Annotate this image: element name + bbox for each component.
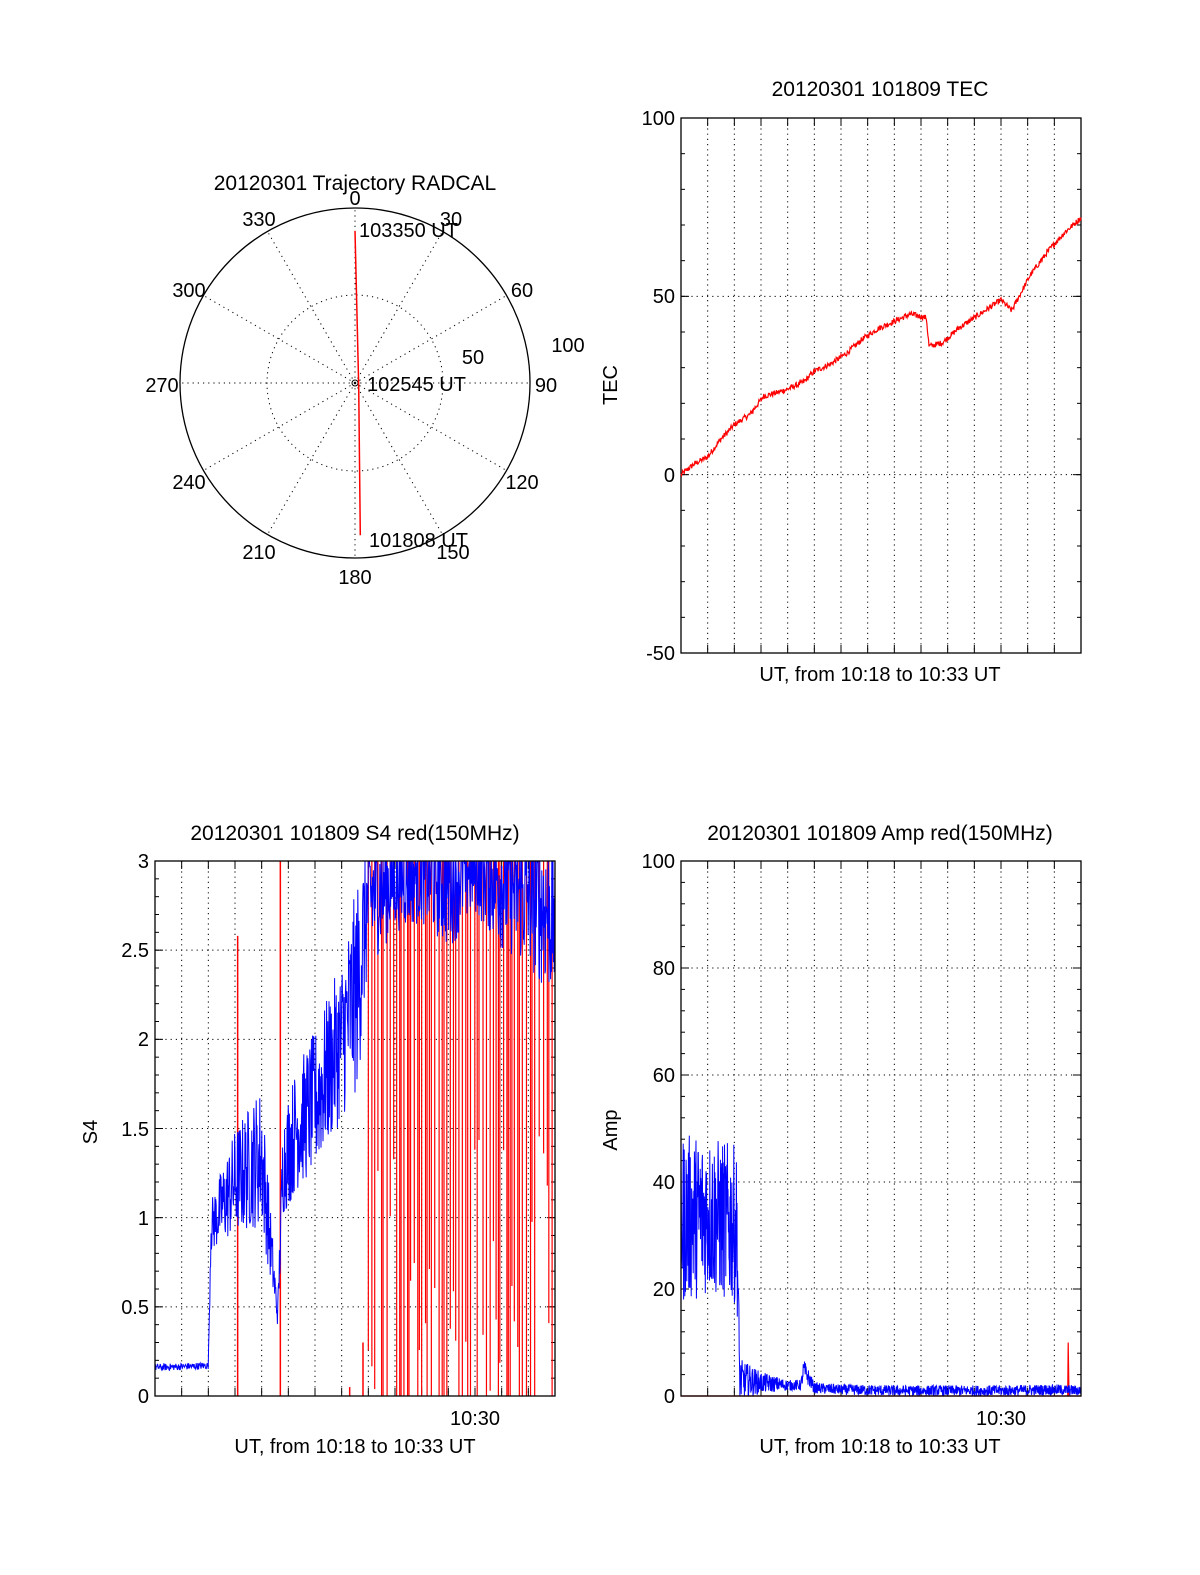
angle-label-120: 120 (505, 472, 538, 494)
amp-ytick-20: 20 (653, 1279, 675, 1301)
angle-label-240: 240 (172, 472, 205, 494)
tec-ylabel: TEC (600, 365, 622, 405)
amp-ytick-40: 40 (653, 1172, 675, 1194)
s4-ytick-0: 0 (138, 1386, 149, 1408)
polar-spoke (354, 231, 443, 384)
polar-spoke (354, 295, 507, 384)
s4-red-series (236, 861, 553, 1396)
radial-label-50: 50 (462, 347, 484, 369)
angle-label-180: 180 (338, 567, 371, 589)
tec-grid (681, 117, 1081, 654)
polar-spoke (267, 382, 356, 535)
polar-spoke (354, 382, 443, 535)
angle-label-330: 330 (242, 209, 275, 231)
tec-ytick-100: 100 (642, 108, 675, 130)
angle-label-270: 270 (145, 375, 178, 397)
s4-ytick-1: 1 (138, 1208, 149, 1230)
amp-ytick-0: 0 (664, 1386, 675, 1408)
s4-ylabel: S4 (80, 1120, 102, 1144)
amp-ytick-60: 60 (653, 1065, 675, 1087)
angle-label-90: 90 (535, 375, 557, 397)
angle-label-150: 150 (436, 542, 469, 564)
tec-ytick-neg50: -50 (646, 643, 675, 665)
polar-spoke (267, 231, 356, 384)
annotation-end-time: 103350 UT (359, 220, 458, 242)
angle-label-210: 210 (242, 542, 275, 564)
amp-chart: 20120301 101809 Amp red(150MHz) 100 80 6… (600, 822, 1082, 1458)
s4-xtick-1030: 10:30 (450, 1408, 500, 1430)
angle-label-60: 60 (511, 280, 533, 302)
angle-label-300: 300 (172, 280, 205, 302)
tec-chart: 20120301 101809 TEC 100 50 0 -50 TEC UT,… (600, 78, 1082, 686)
polar-mid-circle (266, 294, 444, 472)
polar-spoke (203, 295, 356, 384)
angle-label-0: 0 (349, 188, 360, 210)
s4-ytick-2: 2 (138, 1029, 149, 1051)
tec-xlabel: UT, from 10:18 to 10:33 UT (759, 664, 1000, 686)
s4-title: 20120301 101809 S4 red(150MHz) (190, 822, 519, 845)
trajectory-chart: 20120301 Trajectory RADCAL 0 30 60 90 12… (145, 172, 584, 589)
amp-xlabel: UT, from 10:18 to 10:33 UT (759, 1436, 1000, 1458)
polar-spoke (203, 382, 356, 471)
tec-ytick-0: 0 (664, 465, 675, 487)
amp-ylabel: Amp (600, 1109, 622, 1150)
tec-frame (680, 117, 1082, 654)
s4-xlabel: UT, from 10:18 to 10:33 UT (234, 1436, 475, 1458)
radial-label-100: 100 (551, 335, 584, 357)
tec-ytick-50: 50 (653, 286, 675, 308)
amp-frame (680, 860, 1082, 1397)
amp-ytick-80: 80 (653, 958, 675, 980)
amp-blue-series-line (680, 1135, 1082, 1398)
amp-grid (681, 860, 1081, 1397)
trajectory-title: 20120301 Trajectory RADCAL (214, 172, 497, 195)
angle-label-30: 30 (440, 209, 462, 231)
s4-ytick-1-5: 1.5 (121, 1119, 149, 1141)
annotation-start-time: 101808 UT (369, 530, 468, 552)
s4-ytick-0-5: 0.5 (121, 1297, 149, 1319)
s4-frame (154, 860, 556, 1397)
polar-spoke (354, 382, 507, 471)
polar-outer-circle (179, 207, 531, 559)
s4-ytick-2-5: 2.5 (121, 940, 149, 962)
amp-title: 20120301 101809 Amp red(150MHz) (707, 822, 1053, 845)
s4-grid (155, 860, 555, 1397)
tec-series-line (680, 217, 1082, 478)
trajectory-track (354, 230, 362, 536)
annotation-mid-time: 102545 UT (367, 374, 466, 396)
s4-chart: 20120301 101809 S4 red(150MHz) 3 2.5 2 1… (80, 822, 556, 1458)
s4-blue-series-line (154, 859, 556, 1372)
tec-title: 20120301 101809 TEC (772, 78, 989, 101)
amp-ytick-100: 100 (642, 851, 675, 873)
amp-xtick-1030: 10:30 (976, 1408, 1026, 1430)
s4-ytick-3: 3 (138, 851, 149, 873)
